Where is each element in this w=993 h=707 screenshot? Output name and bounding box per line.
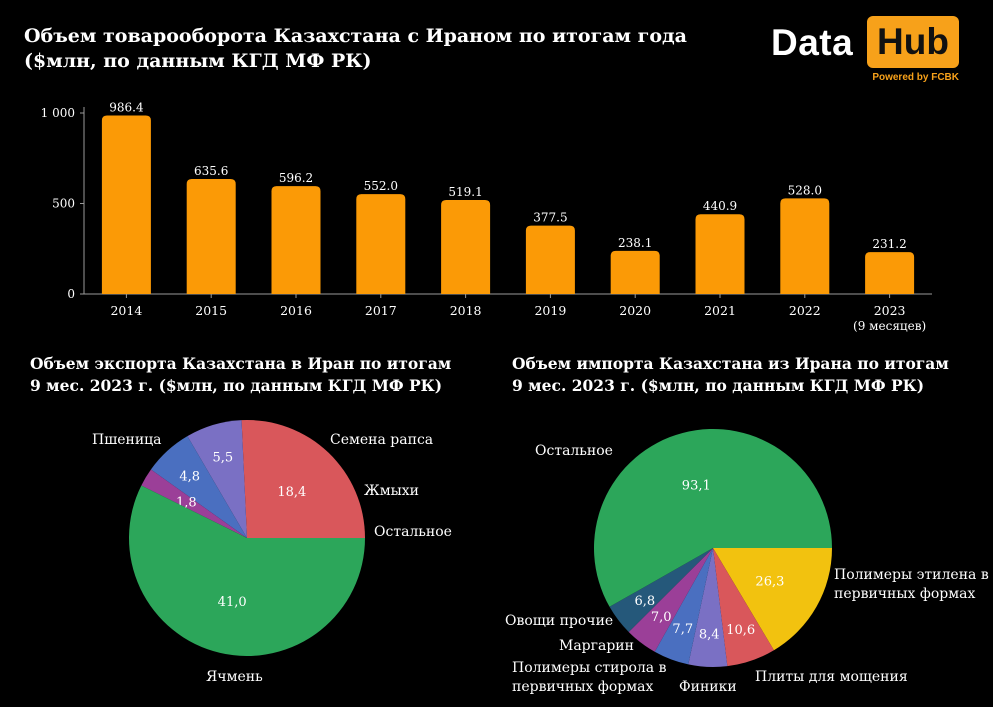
export-pie-title-line2: 9 мес. 2023 г. ($млн, по данным КГД МФ Р…: [30, 376, 443, 395]
export-pie-slice-label: Остальное: [374, 524, 452, 540]
bar: [525, 225, 575, 294]
import-pie-slice: [713, 548, 774, 667]
x-tick-label: 2014: [110, 303, 142, 318]
bar: [441, 200, 491, 294]
import-pie-slice: [594, 429, 832, 607]
import-pie-slice: [609, 548, 713, 633]
logo-powered-by: Powered by FCBK: [872, 72, 959, 83]
import-pie-slice-value: 7,7: [672, 622, 693, 637]
y-tick-label: 1 000: [41, 106, 75, 120]
import-pie-slice-label: первичных формах: [834, 586, 975, 602]
export-pie-slice: [241, 420, 365, 538]
import-pie-slice-label: Плиты для мощения: [755, 669, 908, 685]
import-pie-title-line2: 9 мес. 2023 г. ($млн, по данным КГД МФ Р…: [512, 376, 925, 395]
bar: [356, 194, 406, 294]
export-pie-slice: [128, 485, 365, 656]
import-pie-slice-value: 93,1: [682, 479, 711, 494]
import-pie-slice-value: 7,0: [651, 610, 672, 625]
export-pie-slice: [150, 436, 247, 538]
import-pie-slice-value: 8,4: [699, 628, 720, 643]
bar-value-label: 635.6: [194, 164, 228, 178]
bar: [186, 178, 236, 294]
export-pie-slice: [141, 469, 247, 538]
import-pie-slice: [713, 548, 832, 651]
export-pie-slice-label: Семена рапса: [330, 432, 433, 448]
bar-value-label: 552.0: [364, 179, 398, 193]
logo-hub-badge: Hub: [867, 16, 959, 68]
import-pie-slice-label: Финики: [679, 679, 737, 695]
import-pie-slice: [688, 548, 728, 668]
bar: [610, 250, 660, 294]
import-pie-slice-value: 6,8: [634, 594, 655, 609]
import-pie-title-line1: Объем импорта Казахстана из Ирана по ито…: [512, 354, 949, 373]
bar-value-label: 986.4: [109, 100, 144, 114]
x-tick-label: 2018: [450, 303, 482, 318]
x-tick-label: 2021: [704, 303, 736, 318]
import-pie-title: Объем импорта Казахстана из Ирана по ито…: [512, 353, 949, 397]
import-pie-slice-value: 26,3: [755, 574, 784, 589]
x-tick-label: 2016: [280, 303, 312, 318]
export-pie-slice-value: 4,8: [179, 469, 200, 484]
bar: [695, 214, 745, 294]
import-pie-slice-label: первичных формах: [512, 679, 653, 695]
x-tick-label: 2022: [789, 303, 821, 318]
import-pie-slice-label: Остальное: [535, 443, 613, 459]
import-pie-slice-label: Маргарин: [559, 638, 634, 654]
bar-value-label: 238.1: [618, 236, 652, 250]
export-pie-title-line1: Объем экспорта Казахстана в Иран по итог…: [30, 354, 452, 373]
export-pie-slice-label: Ячмень: [206, 669, 263, 685]
y-tick-label: 500: [52, 197, 75, 211]
import-pie-slice-label: Овощи прочие: [505, 613, 613, 629]
import-pie-slice: [654, 548, 713, 665]
x-tick-label: 2015: [195, 303, 227, 318]
bar: [101, 115, 151, 294]
datahub-logo: Data Hub Powered by FCBK: [771, 12, 961, 88]
logo-data-text: Data: [771, 22, 854, 63]
x-tick-label: 2019: [534, 303, 566, 318]
import-pie-slice-label: Полимеры стирола в: [512, 660, 667, 676]
bar-value-label: 596.2: [279, 171, 313, 185]
x-tick-label: 2020: [619, 303, 651, 318]
bar: [780, 198, 830, 294]
bar-value-label: 377.5: [533, 211, 567, 225]
chart-title-line2: ($млн, по данным КГД МФ РК): [24, 50, 372, 72]
import-pie-slice-label: Полимеры этилена в: [834, 567, 989, 583]
chart-title-line1: Объем товарооборота Казахстана с Ираном …: [24, 25, 687, 47]
bar: [271, 186, 321, 294]
y-tick-label: 0: [67, 287, 75, 301]
chart-title: Объем товарооборота Казахстана с Ираном …: [24, 24, 687, 74]
export-pie-slice-value: 41,0: [218, 595, 247, 610]
bar-value-label: 231.2: [872, 237, 906, 251]
x-tick-label: 2017: [365, 303, 397, 318]
export-pie-title: Объем экспорта Казахстана в Иран по итог…: [30, 353, 451, 397]
bar-value-label: 440.9: [703, 199, 737, 213]
export-pie-slice-value: 5,5: [213, 451, 234, 466]
export-pie-slice: [187, 420, 247, 538]
import-pie-slice: [628, 548, 713, 652]
export-pie-slice-label: Пшеница: [92, 432, 162, 448]
x-tick-sublabel: (9 месяцев): [853, 319, 926, 333]
import-pie-slice-value: 10,6: [726, 623, 755, 638]
bar-value-label: 528.0: [788, 183, 822, 197]
export-pie-slice-value: 18,4: [277, 485, 306, 500]
bar: [865, 252, 915, 294]
bar-value-label: 519.1: [448, 185, 482, 199]
export-pie-slice-label: Жмыхи: [364, 483, 419, 499]
x-tick-label: 2023: [874, 303, 906, 318]
